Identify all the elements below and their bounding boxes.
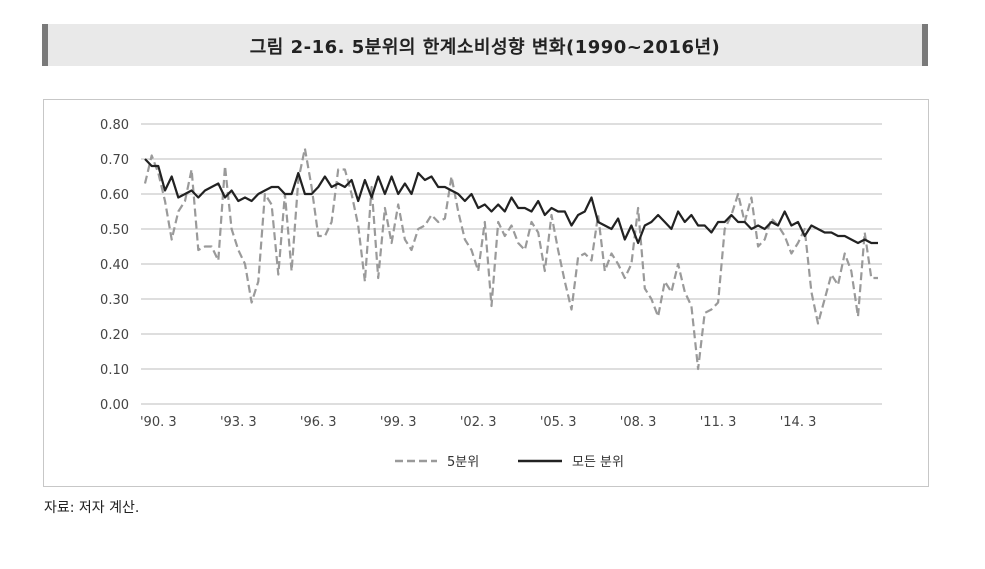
x-tick-label: '96. 3 [300, 415, 337, 430]
figure-title: 그림 2-16. 5분위의 한계소비성향 변화(1990~2016년) [249, 37, 721, 58]
y-tick-label: 0.40 [100, 258, 129, 273]
source-note: 자료: 저자 계산. [44, 500, 140, 516]
x-tick-label: '05. 3 [540, 415, 577, 430]
y-tick-label: 0.80 [100, 118, 129, 133]
x-tick-label: '93. 3 [220, 415, 257, 430]
series-line-quintile5 [143, 147, 878, 371]
y-tick-label: 0.30 [100, 293, 129, 308]
legend: 5분위 모든 분위 [395, 455, 624, 470]
legend-label: 모든 분위 [572, 455, 624, 470]
chart-frame [43, 99, 929, 487]
x-tick-label: '08. 3 [620, 415, 657, 430]
legend-label: 5분위 [447, 455, 479, 470]
x-axis: '90. 3 '93. 3 '96. 3 '99. 3 '02. 3 '05. 3 '08.… [140, 415, 816, 430]
y-tick-label: 0.50 [100, 223, 129, 238]
x-tick-label: '11. 3 [700, 415, 737, 430]
y-axis: 0.00 0.10 0.20 0.30 0.40 0.50 0.60 0.70 0.80 [100, 118, 129, 413]
y-tick-label: 0.70 [100, 153, 129, 168]
x-tick-label: '14. 3 [780, 415, 817, 430]
y-tick-label: 0.10 [100, 363, 129, 378]
x-tick-label: '99. 3 [380, 415, 417, 430]
series-line-all [144, 158, 878, 245]
x-tick-label: '02. 3 [460, 415, 497, 430]
y-tick-label: 0.60 [100, 188, 129, 203]
y-tick-label: 0.00 [100, 398, 129, 413]
gridlines [141, 123, 882, 405]
y-tick-label: 0.20 [100, 328, 129, 343]
x-tick-label: '90. 3 [140, 415, 177, 430]
series-lines [143, 147, 878, 371]
figure-title-bar: 그림 2-16. 5분위의 한계소비성향 변화(1990~2016년) [42, 24, 928, 66]
